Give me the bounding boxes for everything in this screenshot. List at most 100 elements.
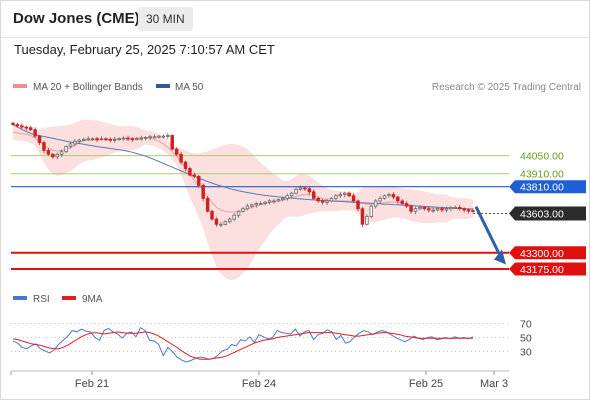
candle-68: [307, 186, 312, 195]
rsi-legend-swatch: [13, 296, 27, 300]
candle-body: [82, 138, 86, 141]
candle-body: [236, 210, 241, 216]
candle-48: [219, 221, 223, 228]
level-label-5-bg: [509, 262, 586, 276]
candle-body: [77, 139, 82, 142]
candle-body: [453, 207, 458, 209]
candle-body: [462, 208, 466, 211]
candle-body: [11, 122, 15, 125]
candle-body: [113, 138, 117, 141]
candle-35: [161, 134, 166, 139]
candle-body: [46, 149, 51, 155]
candle-body: [334, 195, 338, 199]
candle-6: [33, 127, 37, 138]
candle-body: [214, 218, 219, 225]
candle-body: [197, 175, 201, 186]
candle-75: [338, 192, 343, 199]
candle-body: [59, 151, 64, 155]
candle-body: [24, 126, 28, 129]
candle-body: [254, 203, 258, 206]
level-label-2: 43910.00: [520, 169, 564, 181]
header-bar: Dow Jones (CME) 30 MIN: [1, 1, 589, 38]
candle-34: [157, 134, 161, 139]
candle-body: [37, 135, 42, 144]
rsi-tick-50: 50: [520, 333, 532, 345]
candle-5: [28, 125, 33, 131]
candle-body: [325, 200, 329, 203]
candle-body: [245, 205, 250, 210]
candle-1: [11, 121, 15, 126]
candle-body: [201, 184, 205, 199]
current-price-bg: [509, 206, 586, 221]
candle-body: [86, 138, 90, 141]
candle-body: [391, 194, 396, 198]
candle-67: [303, 186, 307, 191]
candle-102: [458, 205, 462, 211]
level-label-3-bg: [509, 180, 586, 194]
candle-87: [391, 192, 396, 200]
candle-body: [294, 188, 298, 194]
candle-99: [444, 206, 449, 213]
candle-27: [126, 135, 130, 142]
candle-body: [73, 140, 77, 145]
candle-body: [28, 127, 33, 131]
candle-9: [46, 148, 51, 156]
candle-body: [90, 138, 95, 141]
candle-28: [130, 137, 135, 142]
candle-55: [250, 203, 254, 209]
candle-body: [99, 138, 104, 141]
candle-body: [360, 208, 365, 225]
candle-33: [152, 134, 157, 139]
candle-body: [427, 208, 431, 211]
candle-70: [316, 197, 320, 203]
candle-22: [104, 137, 108, 142]
forecast-arrow-head: [494, 249, 506, 265]
candle-body: [33, 129, 37, 137]
candle-body: [471, 210, 475, 213]
candle-body: [298, 187, 303, 190]
candle-62: [281, 196, 285, 202]
forecast-arrow-shaft: [474, 206, 502, 257]
current-price-label: 43603.00: [520, 209, 564, 221]
candle-body: [42, 142, 46, 151]
candle-31: [143, 136, 148, 141]
candle-body: [117, 138, 121, 141]
level-label-4-bg: [509, 246, 586, 260]
candles: [11, 121, 475, 228]
level-label-1: 44050.00: [520, 151, 564, 163]
candle-body: [316, 197, 320, 202]
candle-body: [431, 209, 435, 212]
level-label-4: 43300.00: [520, 248, 564, 260]
candle-83: [373, 199, 378, 209]
candle-body: [312, 191, 316, 199]
candle-88: [396, 195, 400, 204]
candle-51: [232, 212, 236, 222]
candle-body: [281, 197, 285, 201]
candle-37: [170, 134, 174, 151]
ma20-legend-swatch: [13, 84, 27, 88]
candle-15: [73, 138, 77, 147]
candle-21: [99, 136, 104, 141]
interval-button[interactable]: 30 MIN: [138, 7, 193, 31]
candle-body: [258, 203, 263, 205]
candle-body: [68, 143, 73, 147]
candle-body: [108, 138, 113, 141]
candle-body: [135, 138, 139, 141]
candle-body: [338, 194, 343, 197]
candle-45: [205, 196, 210, 213]
candle-body: [289, 192, 294, 197]
candle-body: [51, 153, 55, 158]
candle-23: [108, 137, 113, 143]
bollinger-bands: [13, 119, 473, 280]
candle-32: [148, 134, 152, 141]
candle-body: [219, 223, 223, 226]
candle-26: [121, 136, 126, 141]
candle-body: [174, 148, 179, 155]
candle-body: [250, 204, 254, 207]
candle-40: [183, 160, 188, 172]
candle-body: [409, 205, 413, 212]
candle-body: [223, 221, 228, 225]
candle-57: [258, 201, 263, 205]
candle-body: [272, 200, 276, 203]
